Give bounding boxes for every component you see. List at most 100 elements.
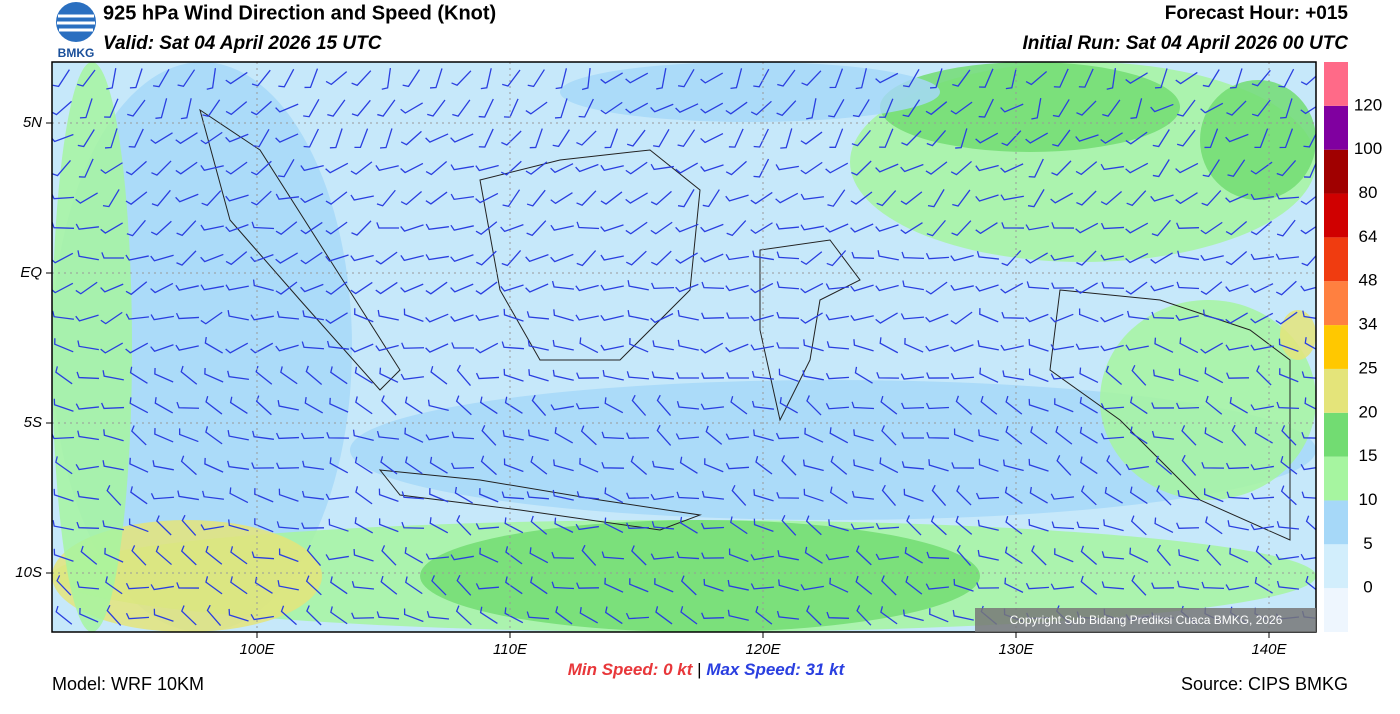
wind-barb [425,343,449,353]
wind-barb [1028,398,1049,412]
wind-barb [501,130,522,146]
wind-barb [502,430,524,441]
wind-barb [202,99,221,117]
wind-barb [728,548,749,563]
wind-barb [1150,284,1174,292]
wind-barb [604,128,619,149]
wind-barb [576,221,600,230]
wind-barb [200,284,224,291]
wind-barb [1226,372,1250,379]
wind-barb [901,402,925,410]
wind-barb [1177,490,1199,501]
wind-barb [879,337,899,354]
colorbar-band [1324,500,1348,545]
wind-barb [850,314,874,322]
wind-barb [130,486,148,505]
wind-barb [875,224,899,232]
wind-barb [380,128,393,149]
wind-barb [852,99,870,118]
wind-barb [955,515,973,535]
wind-barb [825,162,849,174]
wind-barb [700,72,724,84]
wind-barb [354,517,374,534]
wind-barb [251,190,272,206]
wind-barb [650,163,674,171]
wind-barb [830,455,848,475]
wind-barb [626,492,650,499]
wind-barb [1080,575,1098,595]
wind-barb [1300,195,1316,206]
map-frame [51,61,1317,633]
wind-barb [55,456,73,475]
wind-barb [1275,311,1298,325]
wind-barb [400,190,423,206]
wind-barb [700,253,724,263]
wind-barb [300,164,324,172]
wind-barb [1204,427,1224,444]
wind-barb [351,70,372,87]
wind-barb [1076,250,1097,266]
wind-barb [829,427,849,444]
wind-barb [329,128,343,149]
wind-barb [775,432,800,440]
wind-barb [425,434,449,441]
wind-barb [1204,128,1219,149]
wind-barb [403,308,424,322]
wind-barb [451,462,475,470]
wind-barb [1302,310,1316,319]
wind-barb [1050,583,1075,590]
wind-barb [251,69,271,87]
colorbar-label: 64 [1359,227,1378,246]
wind-barb [604,517,624,534]
wind-barb [52,310,75,320]
wind-barb [851,490,875,500]
wind-barb [579,607,599,624]
wind-barb [151,160,172,176]
wind-barb [303,98,320,118]
wind-barb [575,523,599,531]
wind-barb [178,428,199,443]
lat-label: 10S [15,564,42,581]
wind-barb [1227,520,1249,531]
wind-barb [1075,282,1098,294]
wind-barb [905,575,923,595]
wind-barb [750,191,773,205]
wind-barb [280,366,298,385]
wind-barb [781,455,797,476]
wind-barb [978,458,999,472]
wind-barb [553,459,574,472]
wind-barb [776,492,800,499]
wind-barb [504,607,524,624]
wind-barb [525,254,549,263]
wind-barb [102,189,120,208]
wind-barb [881,575,897,596]
wind-barb [303,128,319,148]
wind-barb [505,576,523,595]
wind-barb [700,223,724,233]
wind-barb [1175,314,1199,321]
wind-barb [375,251,398,265]
wind-barb [778,579,799,592]
colorbar-label: 25 [1359,358,1378,377]
wind-barb [1079,456,1098,475]
wind-barb [1176,222,1200,229]
wind-barb [305,365,323,385]
valid-time: Valid: Sat 04 April 2026 15 UTC [103,33,382,54]
wind-barb [53,488,74,502]
wind-barb [276,521,300,530]
colorbar-label: 48 [1359,271,1378,290]
wind-barb [725,160,747,176]
wind-barb [1275,553,1299,561]
wind-barb [901,130,922,146]
wind-barb [1027,189,1045,208]
wind-barb [75,463,99,471]
colorbar-label: 20 [1359,402,1378,421]
wind-barb [375,164,399,172]
wind-barb [880,606,898,625]
wind-barb [450,193,474,201]
wind-barb [925,583,950,590]
wind-barb [155,545,172,566]
wind-barb [527,69,545,88]
wind-barb [1101,281,1125,289]
